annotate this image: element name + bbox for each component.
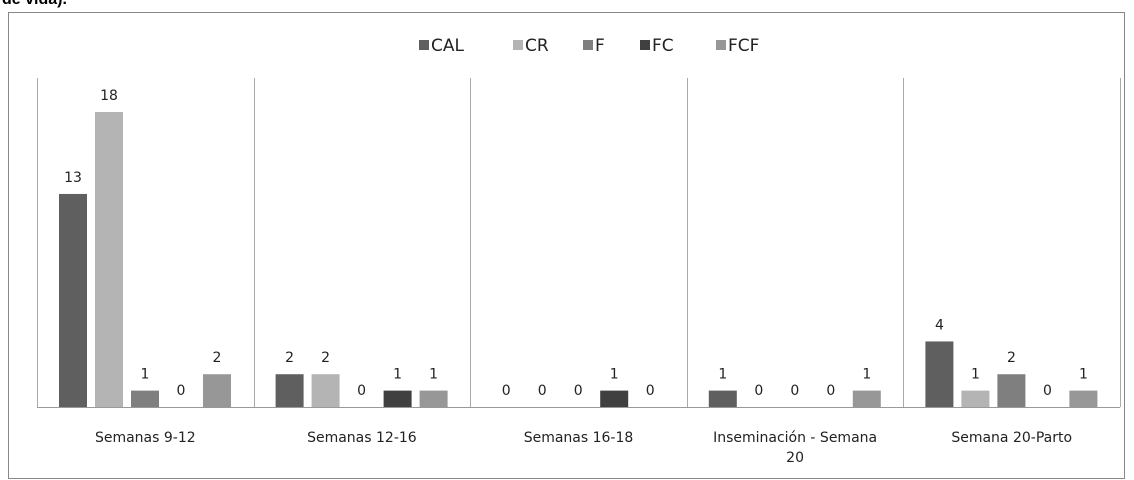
data-label: 18	[100, 88, 118, 104]
data-label: 0	[826, 383, 835, 399]
legend-label: FC	[652, 36, 674, 56]
caption: de vida).	[2, 0, 67, 9]
legend-swatch	[513, 40, 523, 50]
data-label: 2	[213, 350, 222, 366]
data-label: 1	[971, 367, 980, 383]
data-label: 1	[1079, 367, 1088, 383]
data-label: 0	[574, 383, 583, 399]
data-label: 1	[862, 367, 871, 383]
data-label: 0	[1043, 383, 1052, 399]
data-label: 0	[357, 383, 366, 399]
x-tick-label: Semanas 16-18	[523, 430, 634, 446]
bar	[925, 341, 954, 407]
data-label: 1	[718, 367, 727, 383]
bar	[383, 390, 412, 407]
bar	[1069, 390, 1098, 407]
legend-label: CAL	[431, 36, 464, 56]
data-label: 0	[646, 383, 655, 399]
chart-border	[8, 12, 1125, 479]
data-label: 1	[610, 367, 619, 383]
bar	[997, 374, 1026, 407]
legend-label: CR	[525, 36, 549, 56]
data-label: 2	[321, 350, 330, 366]
x-tick-label: Semanas 9-12	[94, 430, 196, 446]
bar	[95, 112, 123, 407]
data-label: 0	[754, 383, 763, 399]
bar	[419, 390, 448, 407]
legend-swatch	[583, 40, 593, 50]
data-label: 0	[502, 383, 511, 399]
data-label: 0	[538, 383, 547, 399]
bar	[708, 390, 737, 407]
data-label: 0	[790, 383, 799, 399]
data-label: 1	[393, 367, 402, 383]
bar	[203, 374, 231, 407]
bar	[311, 374, 340, 407]
data-label: 1	[429, 367, 438, 383]
data-label: 0	[177, 383, 186, 399]
bar	[600, 390, 629, 407]
data-label: 1	[141, 367, 150, 383]
bar	[131, 390, 159, 407]
data-label: 13	[64, 170, 82, 186]
data-label: 2	[1007, 350, 1016, 366]
bar	[275, 374, 304, 407]
legend-swatch	[640, 40, 650, 50]
legend-swatch	[716, 40, 726, 50]
data-label: 2	[285, 350, 294, 366]
data-label: 4	[935, 317, 944, 333]
bar	[59, 193, 87, 407]
legend-label: FCF	[728, 36, 759, 56]
x-tick-label: Semana 20-Parto	[951, 430, 1073, 446]
legend-swatch	[419, 40, 429, 50]
bar	[852, 390, 881, 407]
legend-label: F	[595, 36, 605, 56]
x-tick-label: Semanas 12-16	[307, 430, 417, 446]
bar	[961, 390, 990, 407]
x-tick-label: Inseminación - Semana 20	[713, 430, 878, 466]
